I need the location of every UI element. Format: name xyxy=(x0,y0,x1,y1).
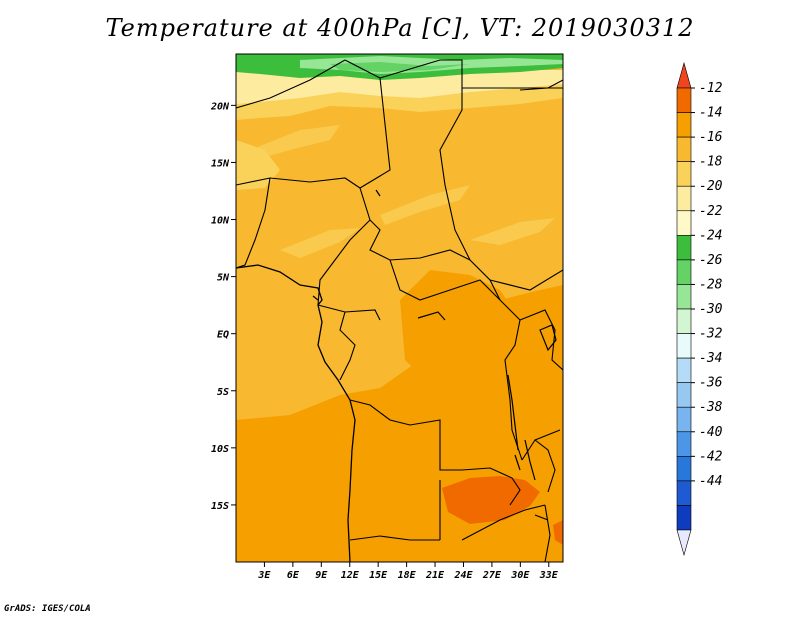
colorbar-segment xyxy=(676,480,692,506)
colorbar: -12 -14 -16 -18 -20 -22 -24 -26 -28 -30 -32 -34 -36 -… xyxy=(676,61,723,557)
longitude-axis: 3E 6E 9E 12E 15E 18E 21E 24E 27E 30E 33E xyxy=(257,562,559,581)
colorbar-label: -14 xyxy=(699,106,722,121)
map-title: Temperature at 400hPa [C], VT: 201903031… xyxy=(105,14,695,42)
colorbar-segment xyxy=(676,112,692,138)
map-frame xyxy=(235,53,564,563)
red-temperature-zone-east xyxy=(553,520,563,545)
y-tick-label: 10S xyxy=(211,444,229,455)
colorbar-segment xyxy=(676,431,692,457)
y-tick-label: 15N xyxy=(211,158,230,169)
x-tick-label: 33E xyxy=(539,570,559,581)
colorbar-segment xyxy=(676,308,692,334)
country-borders xyxy=(236,59,563,562)
x-tick-label: 9E xyxy=(315,570,328,581)
mid-green-temperature-zone xyxy=(330,62,470,72)
colorbar-label: -24 xyxy=(699,228,722,243)
y-tick-label: 10N xyxy=(211,216,230,227)
colorbar-bottom-arrow xyxy=(676,529,692,557)
colorbar-label: -30 xyxy=(699,302,723,317)
colorbar-label: -18 xyxy=(699,155,723,170)
colorbar-label: -12 xyxy=(699,81,723,96)
grads-credit: GrADS: IGES/COLA xyxy=(4,604,91,614)
y-tick-label: 5S xyxy=(217,387,229,398)
x-tick-label: 27E xyxy=(482,570,502,581)
colorbar-label: -42 xyxy=(699,449,723,464)
x-tick-label: 15E xyxy=(369,570,388,581)
colorbar-label: -26 xyxy=(699,253,723,268)
colorbar-segment xyxy=(676,284,692,310)
colorbar-label: -40 xyxy=(699,425,723,440)
colorbar-label: -16 xyxy=(699,130,723,145)
y-tick-label: 20N xyxy=(210,101,230,112)
pale-yellow-zone-west xyxy=(236,140,280,190)
y-tick-label: 15S xyxy=(211,501,229,512)
y-tick-label: 5N xyxy=(217,273,230,284)
colorbar-label: -44 xyxy=(699,474,722,489)
light-streak xyxy=(280,228,360,258)
x-tick-label: 3E xyxy=(257,570,271,581)
colorbar-segment xyxy=(676,259,692,285)
x-tick-label: 12E xyxy=(341,570,360,581)
colorbar-label: -22 xyxy=(699,204,723,219)
colorbar-label: -28 xyxy=(699,277,723,292)
colorbar-label: -20 xyxy=(699,179,723,194)
colorbar-segment xyxy=(676,382,692,408)
colorbar-label: -32 xyxy=(699,327,723,342)
colorbar-top-arrow xyxy=(676,61,692,89)
map-panel xyxy=(236,54,563,562)
lightest-yellow-zone xyxy=(236,70,563,104)
light-streak xyxy=(250,125,340,160)
colorbar-label: -38 xyxy=(699,400,723,415)
colorbar-segment xyxy=(676,505,692,531)
orange-temperature-zone-west xyxy=(236,440,330,540)
x-tick-label: 30E xyxy=(510,570,530,581)
colorbar-label: -36 xyxy=(699,376,723,391)
colorbar-segment xyxy=(676,235,692,261)
x-tick-label: 18E xyxy=(398,570,417,581)
colorbar-label: -34 xyxy=(699,351,722,366)
latitude-axis: 20N 15N 10N 5N EQ 5S 10S 15S xyxy=(210,101,236,512)
x-tick-label: 6E xyxy=(287,570,300,581)
colorbar-segment xyxy=(676,210,692,236)
colorbar-segment xyxy=(676,136,692,162)
red-temperature-zone xyxy=(442,476,540,524)
light-streak xyxy=(470,218,555,245)
colorbar-segment xyxy=(676,185,692,212)
lakes xyxy=(312,189,557,521)
x-tick-label: 21E xyxy=(425,570,445,581)
colorbar-segment xyxy=(676,161,692,187)
colorbar-segment xyxy=(676,333,692,359)
x-tick-label: 24E xyxy=(453,570,473,581)
colorbar-segment xyxy=(676,87,692,113)
coastline xyxy=(236,264,356,562)
y-tick-label: EQ xyxy=(217,330,229,341)
colorbar-segment xyxy=(676,357,692,383)
colorbar-segment xyxy=(676,406,692,433)
orange-temperature-zone-central xyxy=(400,270,520,385)
colorbar-segment xyxy=(676,456,692,482)
